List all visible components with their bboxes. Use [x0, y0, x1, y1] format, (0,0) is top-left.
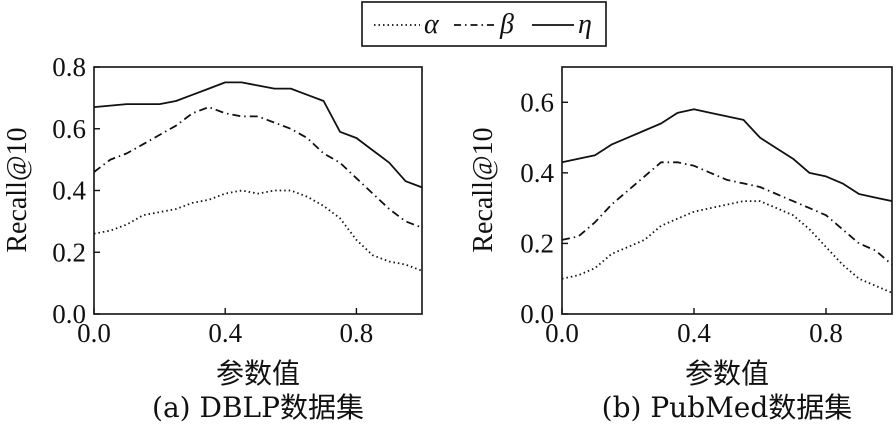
panel-b-ylabel: Recall@10: [468, 127, 499, 252]
panel-b-series-beta: [561, 161, 893, 266]
panel-a-ylabel: Recall@10: [2, 127, 33, 252]
panel-b-ytick-label: 0.0: [520, 299, 554, 329]
legend-label-beta: β: [499, 9, 514, 40]
panel-b-xlabel: 参数值: [685, 357, 769, 390]
legend-label-alpha: α: [424, 9, 440, 40]
panel-b-ytick-label: 0.4: [520, 158, 554, 188]
panel-a-xtick-label: 0.4: [208, 318, 242, 348]
panel-b-frame: [561, 66, 893, 315]
panel-a-ytick-label: 0.4: [52, 176, 86, 206]
panel-b: 0.0 0.2 0.4 0.6 0.0 0.4 0.8 Recall@10 参数值 (b) …: [468, 66, 893, 424]
panel-b-marks: 0.0 0.2 0.4 0.6 0.0 0.4 0.8: [520, 87, 893, 348]
legend: α β η: [361, 1, 607, 47]
panel-b-xtick-label: 0.0: [545, 318, 579, 348]
panel-a-xtick-label: 0.0: [77, 318, 111, 348]
legend-box: [361, 1, 607, 47]
panel-b-ytick-label: 0.2: [520, 228, 554, 258]
panel-a-ytick-label: 0.0: [52, 299, 86, 329]
panel-a-caption: (a) DBLP数据集: [152, 391, 364, 424]
panel-a-series-eta: [93, 81, 423, 189]
panel-a-xlabel: 参数值: [216, 357, 300, 390]
panel-a-series-alpha: [93, 189, 423, 272]
panel-a-xtick-label: 0.8: [340, 318, 374, 348]
panel-a-ytick-label: 0.8: [52, 52, 86, 82]
panel-b-xtick-label: 0.8: [809, 318, 843, 348]
panel-a-ytick-label: 0.2: [52, 237, 86, 267]
panel-b-series-eta: [561, 108, 893, 202]
panel-b-xtick-label: 0.4: [677, 318, 711, 348]
panel-b-caption: (b) PubMed数据集: [602, 391, 853, 424]
panel-b-ytick-label: 0.6: [520, 87, 554, 117]
panel-a-ytick-label: 0.6: [52, 114, 86, 144]
legend-label-eta: η: [578, 9, 592, 40]
panel-a: 0.0 0.2 0.4 0.6 0.8 0.0 0.4 0.8 Recall@10 参数值 (…: [2, 52, 423, 424]
panel-a-series-beta: [93, 106, 423, 229]
panel-b-series-alpha: [561, 200, 893, 294]
panel-a-marks: 0.0 0.2 0.4 0.6 0.8 0.0 0.4 0.8: [52, 52, 423, 348]
